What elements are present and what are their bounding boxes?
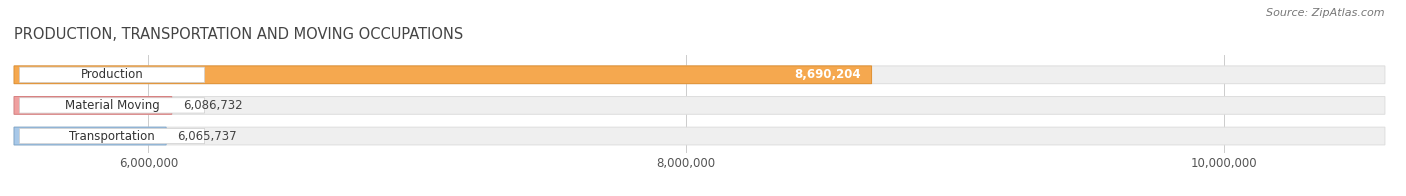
FancyBboxPatch shape [14, 66, 872, 84]
FancyBboxPatch shape [14, 97, 172, 114]
Text: 6,086,732: 6,086,732 [183, 99, 242, 112]
FancyBboxPatch shape [20, 67, 205, 83]
Text: Transportation: Transportation [69, 130, 155, 142]
Text: Source: ZipAtlas.com: Source: ZipAtlas.com [1267, 8, 1385, 18]
FancyBboxPatch shape [14, 97, 1385, 114]
Text: 6,065,737: 6,065,737 [177, 130, 236, 142]
Text: Production: Production [80, 68, 143, 81]
FancyBboxPatch shape [20, 128, 205, 144]
Text: PRODUCTION, TRANSPORTATION AND MOVING OCCUPATIONS: PRODUCTION, TRANSPORTATION AND MOVING OC… [14, 27, 464, 42]
Text: Material Moving: Material Moving [65, 99, 159, 112]
FancyBboxPatch shape [14, 127, 1385, 145]
FancyBboxPatch shape [14, 127, 166, 145]
FancyBboxPatch shape [20, 98, 205, 113]
FancyBboxPatch shape [14, 66, 1385, 84]
Text: 8,690,204: 8,690,204 [794, 68, 860, 81]
